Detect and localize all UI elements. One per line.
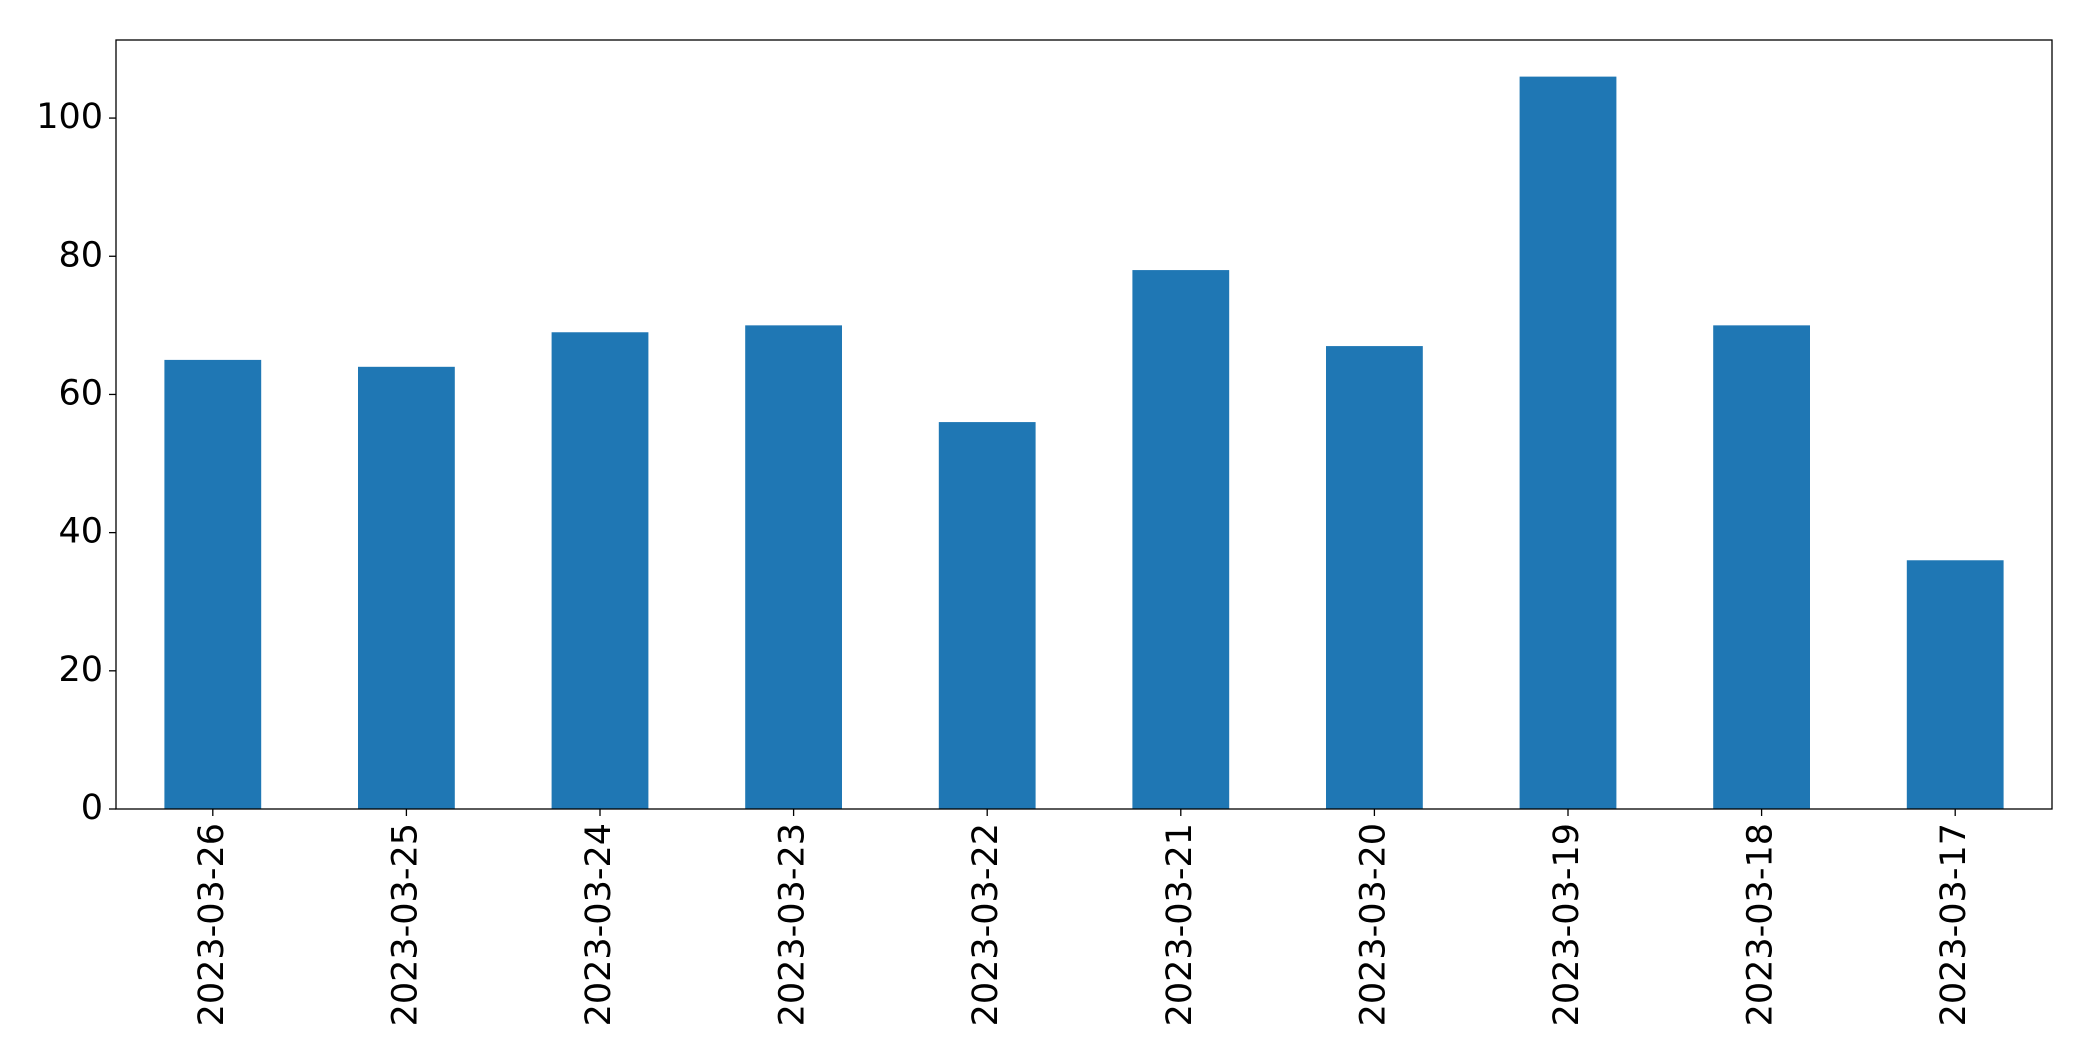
bar bbox=[1713, 325, 1810, 809]
x-tick-label: 2023-03-25 bbox=[385, 823, 425, 1026]
y-tick-label: 20 bbox=[58, 650, 103, 690]
bar bbox=[164, 359, 262, 809]
y-tick-label: 100 bbox=[36, 97, 103, 137]
bar bbox=[551, 332, 649, 809]
y-tick-label: 0 bbox=[81, 788, 103, 828]
bar bbox=[938, 422, 1036, 809]
bar bbox=[745, 325, 842, 809]
y-tick-label: 80 bbox=[58, 235, 103, 275]
bar bbox=[358, 366, 455, 809]
x-tick-label: 2023-03-19 bbox=[1547, 823, 1587, 1026]
x-tick-label: 2023-03-20 bbox=[1353, 823, 1393, 1026]
x-tick-label: 2023-03-18 bbox=[1741, 823, 1781, 1026]
x-tick-label: 2023-03-21 bbox=[1160, 823, 1200, 1026]
x-tick-label: 2023-03-17 bbox=[1934, 823, 1974, 1026]
y-tick-label: 60 bbox=[58, 373, 103, 413]
x-tick-label: 2023-03-26 bbox=[192, 823, 232, 1026]
x-tick-label: 2023-03-23 bbox=[773, 823, 813, 1026]
x-tick-label: 2023-03-22 bbox=[966, 823, 1006, 1026]
bar bbox=[1132, 270, 1230, 810]
bar bbox=[1906, 560, 2004, 809]
bar bbox=[1326, 346, 1423, 809]
x-tick-label: 2023-03-24 bbox=[579, 823, 619, 1026]
plot-frame bbox=[115, 39, 2053, 810]
y-tick-label: 40 bbox=[58, 512, 103, 552]
bar bbox=[1519, 76, 1617, 810]
